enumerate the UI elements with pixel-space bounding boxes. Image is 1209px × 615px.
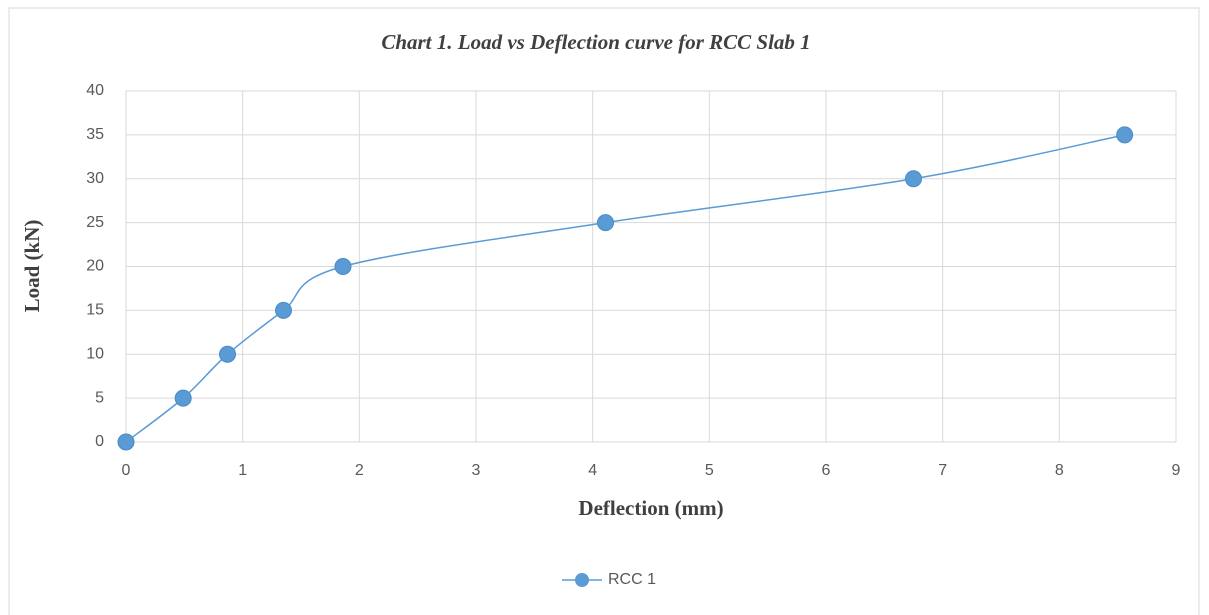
chart-border: [8, 7, 1200, 615]
y-tick-label: 20: [86, 258, 104, 275]
x-tick-label: 0: [122, 462, 131, 479]
legend-label: RCC 1: [608, 571, 656, 588]
y-tick-label: 0: [95, 433, 104, 450]
data-point: [174, 389, 192, 407]
x-tick-label: 4: [588, 462, 597, 479]
x-tick-label: 7: [938, 462, 947, 479]
chart-title: Chart 1. Load vs Deflection curve for RC…: [381, 30, 810, 54]
y-tick-label: 15: [86, 302, 104, 319]
x-axis-label: Deflection (mm): [578, 496, 723, 520]
data-point: [597, 214, 614, 232]
x-tick-label: 6: [822, 462, 831, 479]
y-axis-label: Load (kN): [20, 220, 44, 313]
x-tick-label: 9: [1172, 462, 1181, 479]
y-tick-label: 35: [86, 126, 104, 143]
data-point: [905, 170, 922, 188]
legend-marker: [575, 573, 589, 587]
data-point: [1116, 126, 1134, 144]
y-tick-label: 5: [95, 389, 104, 406]
data-point: [219, 345, 236, 363]
y-tick-label: 40: [86, 82, 104, 99]
data-point: [275, 301, 292, 319]
x-tick-label: 2: [355, 462, 364, 479]
y-tick-label: 30: [86, 170, 104, 187]
data-point: [117, 433, 135, 451]
y-tick-label: 25: [86, 214, 104, 231]
x-tick-label: 5: [705, 462, 714, 479]
x-tick-label: 8: [1055, 462, 1064, 479]
x-tick-label: 1: [238, 462, 247, 479]
x-tick-label: 3: [472, 462, 481, 479]
y-tick-label: 10: [86, 345, 104, 362]
data-point: [334, 258, 352, 275]
